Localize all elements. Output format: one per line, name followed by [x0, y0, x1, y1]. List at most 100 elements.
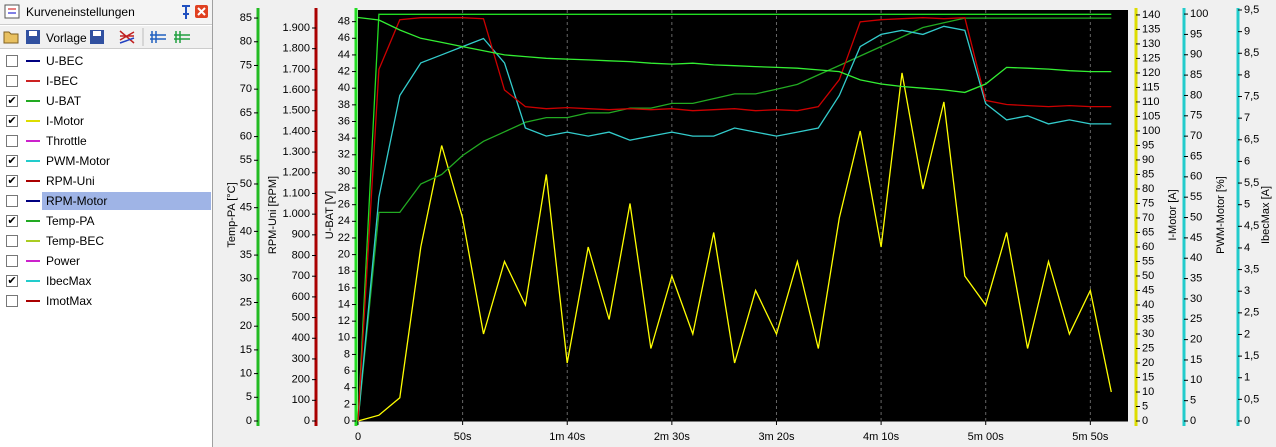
curve-item[interactable]: ImotMax: [0, 291, 212, 311]
y-tick-label: 4: [344, 382, 350, 394]
y-tick-label: 100: [1190, 8, 1208, 20]
x-tick-label: 1m 40s: [549, 431, 586, 443]
curve-item[interactable]: ✔ PWM-Motor: [0, 151, 212, 171]
y-tick-label: 200: [292, 374, 310, 386]
y-tick-label: 55: [240, 154, 252, 166]
checkbox[interactable]: [6, 75, 18, 87]
curve-item[interactable]: ✔ I-Motor: [0, 111, 212, 131]
y-tick-label: 50: [1142, 270, 1154, 282]
y-tick-label: 42: [338, 65, 350, 77]
curve-name: Throttle: [46, 134, 87, 148]
x-tick-label: 4m 10s: [863, 431, 900, 443]
curve-name: ImotMax: [46, 294, 93, 308]
curve-item[interactable]: ✔ RPM-Uni: [0, 171, 212, 191]
y-tick-label: 4,5: [1244, 220, 1259, 232]
curve-name: I-BEC: [46, 74, 79, 88]
y-tick-label: 22: [338, 232, 350, 244]
y-tick-label: 32: [338, 149, 350, 161]
panel-header: Kurveneinstellungen: [0, 0, 212, 25]
y-tick-label: 45: [1190, 232, 1202, 244]
y-tick-label: 8: [344, 348, 350, 360]
y-tick-label: 38: [338, 99, 350, 111]
y-tick-label: 30: [338, 165, 350, 177]
y-tick-label: 20: [338, 249, 350, 261]
y-tick-label: 35: [1142, 313, 1154, 325]
checkbox[interactable]: [6, 135, 18, 147]
y-tick-label: 3: [1244, 285, 1250, 297]
series-line: [357, 17, 1112, 422]
axis-title: Temp-PA [°C]: [226, 182, 238, 247]
y-tick-label: 1.900: [282, 22, 310, 34]
axis-title: I-Motor [A]: [1167, 189, 1179, 240]
y-tick-label: 60: [1142, 241, 1154, 253]
y-tick-label: 40: [1142, 299, 1154, 311]
axis-title: RPM-Uni [RPM]: [267, 176, 279, 254]
curve-item[interactable]: ✔ U-BAT: [0, 91, 212, 111]
checkbox[interactable]: ✔: [6, 175, 18, 187]
y-tick-label: 10: [338, 332, 350, 344]
y-tick-label: 7: [1244, 112, 1250, 124]
checkbox[interactable]: ✔: [6, 215, 18, 227]
y-tick-label: 125: [1142, 52, 1160, 64]
color-swatch: [26, 260, 40, 262]
y-tick-label: 40: [240, 225, 252, 237]
y-tick-label: 5,5: [1244, 177, 1259, 189]
y-tick-label: 2: [344, 398, 350, 410]
y-tick-label: 34: [338, 132, 350, 144]
toolbar: Vorlage: [0, 26, 212, 49]
y-tick-label: 25: [240, 296, 252, 308]
curve-item[interactable]: RPM-Motor: [0, 191, 212, 211]
checkbox[interactable]: [6, 55, 18, 67]
checkbox[interactable]: [6, 255, 18, 267]
y-tick-label: 75: [1190, 110, 1202, 122]
color-swatch: [26, 140, 40, 142]
y-tick-label: 30: [1190, 293, 1202, 305]
curve-item[interactable]: Temp-BEC: [0, 231, 212, 251]
checkbox[interactable]: ✔: [6, 275, 18, 287]
y-tick-label: 6: [344, 365, 350, 377]
selection-highlight: [42, 192, 211, 210]
y-tick-label: 25: [1190, 313, 1202, 325]
series-line: [357, 16, 1112, 94]
curve-item[interactable]: ✔ IbecMax: [0, 271, 212, 291]
y-tick-label: 1.300: [282, 146, 310, 158]
y-tick-label: 0: [1190, 415, 1196, 427]
y-tick-label: 900: [292, 229, 310, 241]
y-tick-label: 16: [338, 282, 350, 294]
y-tick-label: 60: [240, 130, 252, 142]
y-tick-label: 60: [1190, 171, 1202, 183]
y-tick-label: 110: [1142, 96, 1160, 108]
y-tick-label: 55: [1190, 191, 1202, 203]
checkbox[interactable]: [6, 235, 18, 247]
y-tick-label: 15: [240, 344, 252, 356]
curve-item[interactable]: I-BEC: [0, 71, 212, 91]
curve-item[interactable]: U-BEC: [0, 51, 212, 71]
y-tick-label: 35: [240, 249, 252, 261]
y-tick-label: 0: [344, 415, 350, 427]
x-tick-label: 0: [355, 431, 361, 443]
y-tick-label: 9: [1244, 26, 1250, 38]
y-tick-label: 35: [1190, 272, 1202, 284]
y-tick-label: 14: [338, 298, 350, 310]
y-tick-label: 75: [240, 59, 252, 71]
y-tick-label: 6,5: [1244, 134, 1259, 146]
checkbox[interactable]: ✔: [6, 115, 18, 127]
template-button[interactable]: Vorlage: [46, 31, 87, 45]
y-tick-label: 0: [304, 415, 310, 427]
checkbox[interactable]: [6, 295, 18, 307]
checkbox[interactable]: ✔: [6, 95, 18, 107]
curve-item[interactable]: Throttle: [0, 131, 212, 151]
curve-item[interactable]: ✔ Temp-PA: [0, 211, 212, 231]
y-tick-label: 5: [1190, 395, 1196, 407]
y-tick-label: 95: [1142, 139, 1154, 151]
y-tick-label: 115: [1142, 81, 1160, 93]
y-tick-label: 10: [1142, 386, 1154, 398]
y-tick-label: 1.700: [282, 63, 310, 75]
y-tick-label: 28: [338, 182, 350, 194]
curve-item[interactable]: Power: [0, 251, 212, 271]
checkbox[interactable]: [6, 195, 18, 207]
y-tick-label: 1.400: [282, 125, 310, 137]
y-tick-label: 15: [1190, 354, 1202, 366]
y-tick-label: 135: [1142, 23, 1160, 35]
checkbox[interactable]: ✔: [6, 155, 18, 167]
